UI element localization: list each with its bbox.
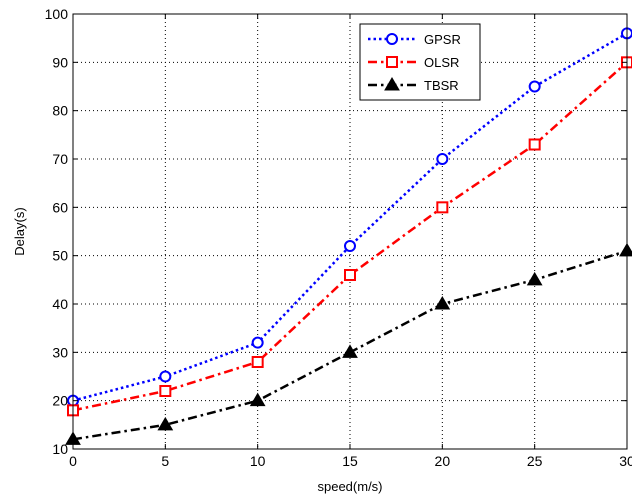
data-point-olsr [251, 356, 264, 368]
series-gpsr [67, 27, 632, 407]
data-point-tbsr [526, 271, 543, 286]
x-tick-label: 15 [342, 453, 358, 469]
x-axis-label: speed(m/s) [317, 479, 382, 494]
y-tick-label: 20 [52, 393, 68, 409]
data-point-tbsr [157, 416, 174, 431]
axis-ticks: 0 5 10 15 20 25 30 10 20 30 40 50 60 70 80 90 100 [45, 6, 632, 469]
legend-label-olsr: OLSR [424, 55, 459, 70]
data-point-tbsr [342, 344, 358, 358]
data-point-olsr [159, 385, 172, 397]
data-point-tbsr [434, 296, 451, 310]
y-tick-label: 90 [52, 54, 68, 70]
y-tick-label: 80 [52, 103, 68, 119]
legend-marker-olsr [386, 56, 398, 68]
legend-label-tbsr: TBSR [424, 78, 459, 93]
data-point-gpsr [528, 80, 541, 93]
data-point-olsr [344, 269, 356, 281]
data-point-olsr [436, 201, 449, 214]
legend-box [359, 23, 481, 101]
data-point-tbsr [249, 392, 266, 407]
y-axis-label: Delay(s) [12, 207, 27, 255]
x-tick-label: 0 [69, 453, 77, 469]
x-tick-label: 5 [161, 453, 169, 469]
legend-marker-tbsr [384, 77, 400, 91]
y-tick-label: 100 [45, 6, 69, 22]
data-point-gpsr [159, 370, 172, 383]
y-tick-label: 10 [52, 441, 68, 457]
x-tick-label: 25 [527, 453, 543, 469]
y-tick-label: 30 [52, 344, 68, 360]
y-tick-label: 60 [52, 199, 68, 215]
legend-marker-gpsr [386, 33, 398, 45]
y-tick-label: 50 [52, 248, 68, 264]
x-tick-label: 20 [435, 453, 451, 469]
legend: GPSR OLSR TBSR [359, 23, 481, 101]
data-point-olsr [528, 138, 541, 151]
legend-label-gpsr: GPSR [424, 32, 461, 47]
x-tick-label: 10 [250, 453, 266, 469]
y-tick-label: 40 [52, 296, 68, 312]
data-point-gpsr [436, 153, 449, 165]
data-point-gpsr [251, 336, 264, 349]
x-tick-label: 30 [619, 453, 632, 469]
data-point-gpsr [344, 240, 356, 252]
y-tick-label: 70 [52, 151, 68, 167]
